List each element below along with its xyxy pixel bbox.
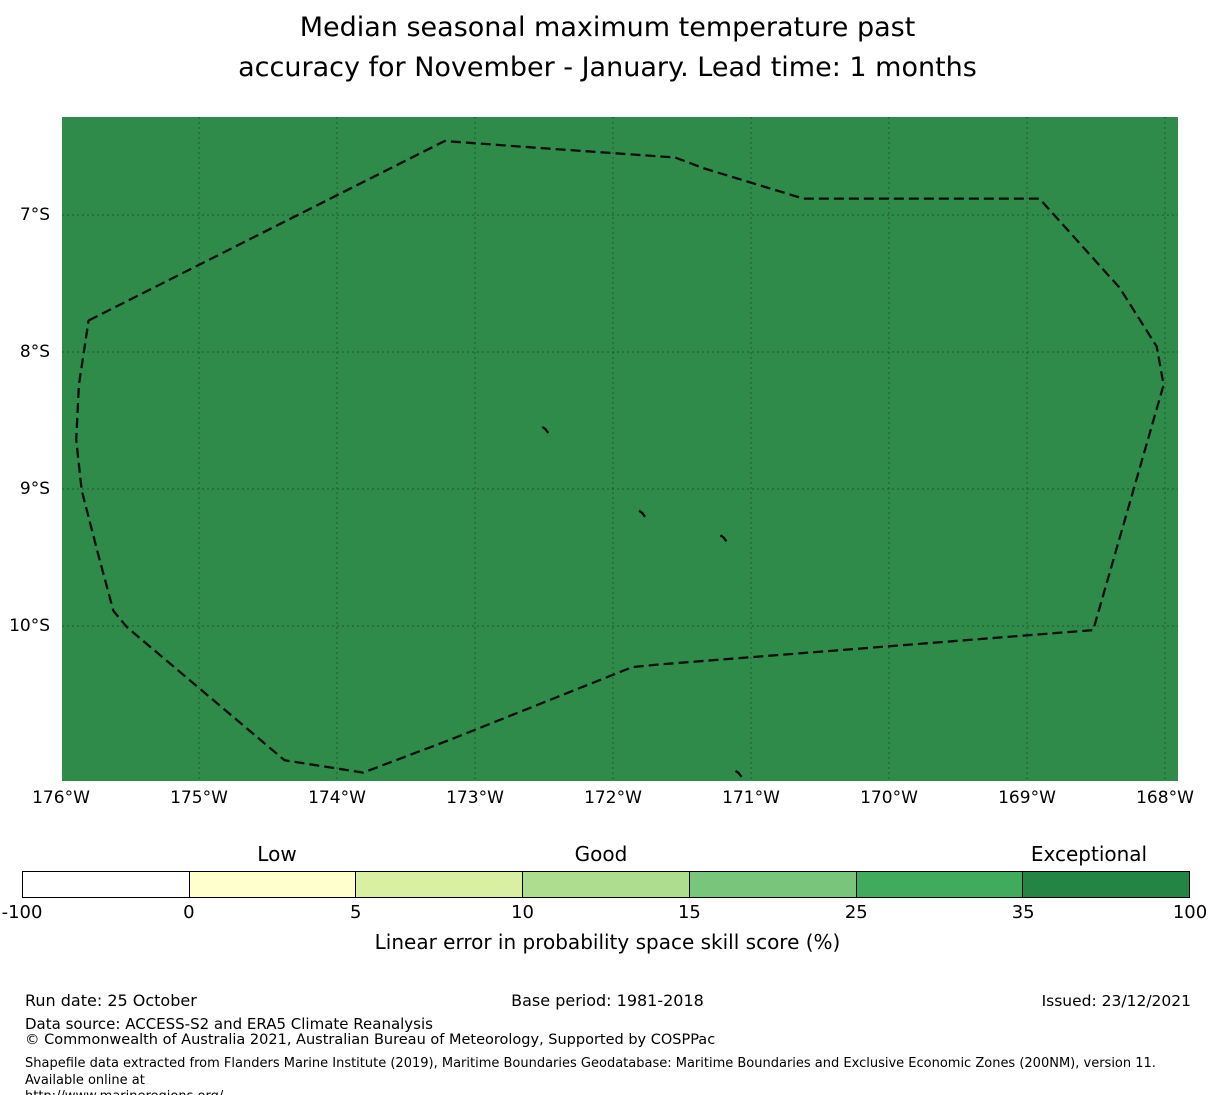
island-mark	[541, 426, 550, 434]
colorbar-tick-label: 25	[844, 902, 868, 923]
colorbar-tick-label: 0	[183, 902, 195, 923]
colorbar-tick-labels: -100 0 5 10 15 25 35 100	[0, 902, 1215, 926]
colorbar-tick-label: 5	[349, 902, 362, 923]
base-period-text: Base period: 1981-2018	[511, 991, 704, 1010]
map-canvas	[62, 117, 1178, 781]
colorbar-axis-label: Linear error in probability space skill …	[374, 930, 841, 954]
latitude-tick-label: 8°S	[19, 342, 50, 362]
colorbar-category-label: Good	[574, 842, 628, 866]
colorbar-segment	[356, 872, 524, 897]
longitude-tick-label: 175°W	[170, 788, 228, 808]
issued-date-text: Issued: 23/12/2021	[1041, 992, 1191, 1010]
colorbar-segment	[189, 872, 357, 897]
map-area	[62, 117, 1178, 781]
colorbar-tick-label: 100	[1172, 902, 1208, 923]
colorbar-category-label: Low	[257, 842, 297, 866]
run-date-text: Run date: 25 October	[25, 991, 197, 1010]
longitude-tick-label: 169°W	[998, 788, 1056, 808]
latitude-tick-label: 7°S	[19, 205, 50, 225]
longitude-tick-label: 173°W	[446, 788, 504, 808]
colorbar-segment	[856, 872, 1024, 897]
island-mark	[719, 534, 728, 542]
data-source-text: Data source: ACCESS-S2 and ERA5 Climate …	[25, 1015, 433, 1033]
colorbar-tick-label: 35	[1011, 902, 1035, 923]
longitude-tick-label: 170°W	[860, 788, 918, 808]
longitude-axis: 176°W 175°W 174°W 173°W 172°W 171°W 170°W 169°W…	[32, 788, 1194, 812]
longitude-tick-label: 171°W	[722, 788, 780, 808]
eez-dashed-boundary	[75, 139, 1165, 774]
title-line-1: Median seasonal maximum temperature past	[299, 12, 916, 43]
colorbar-tick-label: 10	[511, 902, 535, 923]
colorbar	[22, 871, 1190, 898]
longitude-tick-label: 176°W	[32, 788, 90, 808]
latitude-tick-label: 9°S	[19, 479, 50, 499]
colorbar-tick-label: -100	[1, 902, 43, 923]
shapefile-note-text: Shapefile data extracted from Flanders M…	[25, 1056, 1156, 1088]
longitude-tick-label: 168°W	[1136, 788, 1194, 808]
title-line-2: accuracy for November - January. Lead ti…	[238, 52, 977, 83]
ocean-fill	[62, 117, 1178, 781]
shapefile-attribution: Shapefile data extracted from Flanders M…	[25, 1056, 1195, 1095]
colorbar-category-labels: Low Good Exceptional	[0, 842, 1215, 868]
longitude-tick-label: 172°W	[584, 788, 642, 808]
colorbar-category-label: Exceptional	[1030, 842, 1148, 866]
colorbar-tick-label: 15	[677, 902, 701, 923]
island-mark	[734, 770, 743, 778]
colorbar-segment	[1023, 872, 1190, 897]
colorbar-segment	[523, 872, 690, 897]
copyright-text: © Commonwealth of Australia 2021, Austra…	[25, 1032, 716, 1048]
figure-title: Median seasonal maximum temperature past…	[0, 8, 1215, 88]
colorbar-segment	[689, 872, 857, 897]
longitude-tick-label: 174°W	[308, 788, 366, 808]
island-mark	[638, 509, 646, 518]
latitude-tick-label: 10°S	[9, 616, 50, 636]
latitude-axis: 7°S 8°S 9°S 10°S	[0, 117, 50, 781]
colorbar-segment	[23, 872, 190, 897]
shapefile-url-text: http://www.marineregions.org/.	[25, 1089, 1195, 1095]
